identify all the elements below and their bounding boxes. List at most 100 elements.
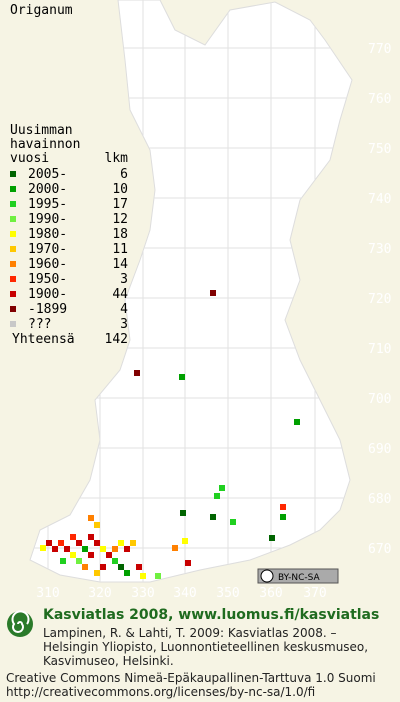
observation <box>88 515 94 521</box>
total-count: 142 <box>105 332 128 347</box>
footer-heading: Kasviatlas 2008, www.luomus.fi/kasviatla… <box>43 607 379 623</box>
observation <box>112 546 118 552</box>
y-grid-label: 740 <box>368 192 391 207</box>
legend-swatch <box>10 186 16 192</box>
observation <box>280 504 286 510</box>
observation <box>180 510 186 516</box>
x-grid-label: 310 <box>36 586 59 601</box>
observation <box>155 573 161 579</box>
observation <box>64 546 70 552</box>
legend-count: 6 <box>120 167 128 182</box>
legend-label: 1980- <box>28 227 67 242</box>
y-grid-label: 760 <box>368 92 391 107</box>
legend-count: 4 <box>120 302 128 317</box>
legend-count-header: lkm <box>105 151 129 166</box>
legend-swatch <box>10 291 16 297</box>
observation <box>88 534 94 540</box>
observation <box>140 573 146 579</box>
badge-text: BY-NC-SA <box>278 573 321 583</box>
legend-label: 1990- <box>28 212 67 227</box>
y-grid-label: 770 <box>368 42 391 57</box>
legend-count: 10 <box>112 182 128 197</box>
legend-swatch <box>10 306 16 312</box>
badge-box <box>257 568 339 584</box>
legend-swatch <box>10 171 16 177</box>
observation <box>124 570 130 576</box>
observation <box>82 546 88 552</box>
legend-count: 14 <box>112 257 128 272</box>
legend-label: 1970- <box>28 242 67 257</box>
citation-line: Helsingin Yliopisto, Luonnontieteellinen… <box>43 640 368 654</box>
x-grid-label: 330 <box>131 586 154 601</box>
observation <box>94 540 100 546</box>
x-grid-label: 350 <box>216 586 239 601</box>
observation <box>118 564 124 570</box>
observation <box>118 540 124 546</box>
y-grid-label: 750 <box>368 142 391 157</box>
observation <box>280 514 286 520</box>
y-grid-label: 710 <box>368 342 391 357</box>
citation-line: Lampinen, R. & Lahti, T. 2009: Kasviatla… <box>43 626 337 640</box>
observation <box>185 560 191 566</box>
observation <box>88 552 94 558</box>
legend-header: havainnon <box>10 137 80 152</box>
license-line: Creative Commons Nimeä-Epäkaupallinen-Ta… <box>6 671 376 685</box>
y-grid-label: 700 <box>368 392 391 407</box>
x-grid-label: 360 <box>259 586 282 601</box>
observation <box>124 546 130 552</box>
observation <box>94 570 100 576</box>
observation <box>94 522 100 528</box>
observation <box>40 545 46 551</box>
observations <box>40 290 300 579</box>
observation <box>182 538 188 544</box>
observation <box>76 540 82 546</box>
logo <box>7 610 33 637</box>
legend-count: 18 <box>112 227 128 242</box>
logo-spiral <box>11 610 30 633</box>
x-grid-label: 320 <box>88 586 111 601</box>
legend-swatch <box>10 276 16 282</box>
legend-label: -1899 <box>28 302 67 317</box>
observation <box>269 535 275 541</box>
observation <box>112 558 118 564</box>
observation <box>46 540 52 546</box>
cc-icon <box>260 569 274 583</box>
legend-label: 1950- <box>28 272 67 287</box>
legend-label: 2000- <box>28 182 67 197</box>
legend-swatch <box>10 246 16 252</box>
observation <box>179 374 185 380</box>
legend-label: 1995- <box>28 197 67 212</box>
observation <box>106 552 112 558</box>
legend-swatch <box>10 216 16 222</box>
citation-line: Kasvimuseo, Helsinki. <box>43 654 174 668</box>
legend-count: 17 <box>112 197 128 212</box>
legend-header: vuosi <box>10 151 49 166</box>
legend-label: 1960- <box>28 257 67 272</box>
legend-swatch <box>10 201 16 207</box>
legend-label: 2005- <box>28 167 67 182</box>
observation <box>82 564 88 570</box>
observation <box>52 546 58 552</box>
observation <box>214 493 220 499</box>
legend-label: 1900- <box>28 287 67 302</box>
license-badge: BY-NC-SA <box>257 568 339 584</box>
observation <box>210 514 216 520</box>
x-grid-label: 340 <box>173 586 196 601</box>
observation <box>134 370 140 376</box>
legend-count: 3 <box>120 272 128 287</box>
observation <box>100 564 106 570</box>
observation <box>58 540 64 546</box>
legend-swatch <box>10 231 16 237</box>
legend-count: 11 <box>112 242 128 257</box>
legend-count: 44 <box>112 287 128 302</box>
observation <box>172 545 178 551</box>
logo-mark <box>7 611 33 637</box>
observation <box>100 546 106 552</box>
y-grid-label: 670 <box>368 542 391 557</box>
y-grid-label: 680 <box>368 492 391 507</box>
legend-swatch <box>10 261 16 267</box>
y-grid-label: 730 <box>368 242 391 257</box>
